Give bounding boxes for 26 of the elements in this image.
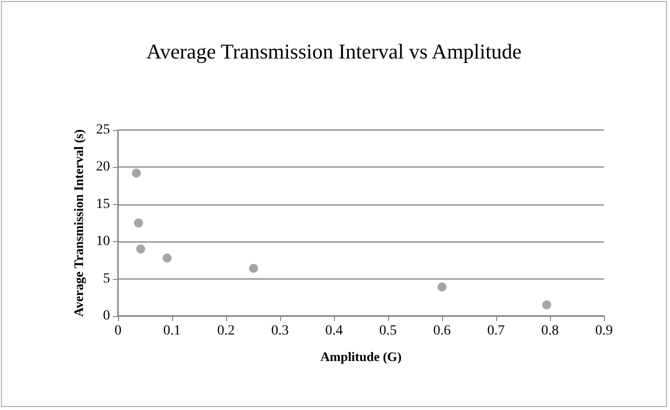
y-tick-label: 15 bbox=[96, 196, 110, 212]
x-tick-label: 0.2 bbox=[217, 324, 235, 338]
point bbox=[162, 253, 172, 262]
x-tick-label: 0.8 bbox=[541, 324, 559, 338]
y-axis-title: Average Transmission Interval (s) bbox=[71, 129, 86, 317]
y-tick-label: 20 bbox=[96, 160, 110, 175]
x-tick-label: 0.5 bbox=[379, 324, 397, 338]
y-tick-label: 5 bbox=[103, 271, 110, 286]
point bbox=[542, 300, 552, 310]
y-tick-label: 25 bbox=[96, 122, 110, 138]
x-tick-label: 0.1 bbox=[163, 324, 181, 338]
x-tick-label: 0.3 bbox=[271, 324, 289, 338]
x-tick-label: 0.4 bbox=[325, 324, 343, 338]
x-tick-label: 0.7 bbox=[487, 324, 505, 338]
point bbox=[136, 244, 146, 254]
x-tick-label: 0.6 bbox=[433, 324, 451, 338]
x-tick-label: 0 bbox=[114, 324, 122, 338]
point bbox=[134, 218, 144, 228]
chart-title: Average Transmission Interval vs Amplitude bbox=[146, 40, 522, 64]
y-tick-label: 10 bbox=[96, 234, 110, 250]
x-axis-title: Amplitude (G) bbox=[320, 349, 402, 364]
point bbox=[132, 168, 141, 178]
point bbox=[438, 282, 446, 292]
point bbox=[249, 264, 258, 273]
x-tick-label: 0.9 bbox=[595, 324, 613, 338]
y-tick-label: 0 bbox=[103, 308, 110, 324]
